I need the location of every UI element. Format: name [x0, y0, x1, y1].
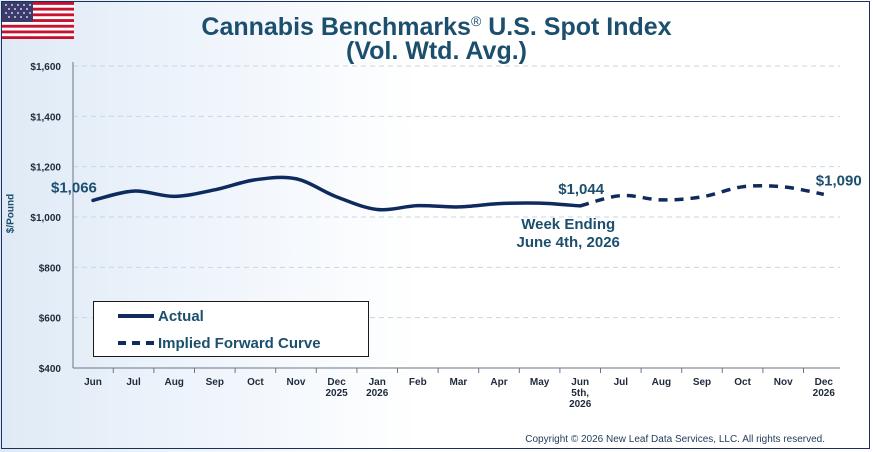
x-tick-label: 2026	[569, 399, 592, 410]
x-tick-label: Nov	[774, 377, 793, 388]
x-tick-label: May	[530, 377, 550, 388]
y-tick-label: $800	[39, 263, 62, 274]
data-label-start: $1,066	[51, 179, 97, 196]
legend-item-forward: Implied Forward Curve	[118, 333, 321, 353]
chart-title-line1: Cannabis Benchmarks® U.S. Spot Index	[0, 6, 873, 42]
chart-title-main: Cannabis Benchmarks	[201, 13, 471, 41]
y-tick-label: $1,400	[30, 112, 61, 123]
registered-mark: ®	[470, 13, 482, 29]
copyright-text: Copyright © 2026 New Leaf Data Services,…	[525, 434, 825, 445]
data-label-end: $1,090	[816, 172, 862, 189]
y-tick-label: $1,200	[30, 163, 61, 174]
x-tick-label: Aug	[164, 377, 183, 388]
legend-label-actual: Actual	[158, 307, 204, 325]
x-tick-label: Aug	[652, 377, 671, 388]
chart-title-line2: (Vol. Wtd. Avg.)	[346, 37, 527, 65]
data-label-latest: $1,044	[558, 181, 605, 198]
x-tick-label: 2026	[813, 388, 836, 399]
x-tick-label: Jun	[84, 377, 102, 388]
x-tick-label: Jun	[571, 377, 589, 388]
y-tick-label: $400	[39, 364, 62, 375]
x-tick-label: Sep	[206, 377, 224, 388]
week-ending-label: Week Ending	[521, 216, 615, 233]
x-tick-label: Feb	[409, 377, 427, 388]
series-forward-curve-line	[579, 183, 825, 208]
x-tick-label: Sep	[693, 377, 711, 388]
y-tick-label: $1,000	[30, 213, 61, 224]
legend-item-actual: Actual	[118, 306, 204, 326]
x-tick-label: 2025	[325, 388, 348, 399]
y-tick-label: $600	[39, 314, 62, 325]
x-tick-label: Oct	[734, 377, 751, 388]
x-tick-label: Oct	[247, 377, 264, 388]
x-tick-label: Apr	[490, 377, 507, 388]
legend-swatch-solid	[118, 314, 154, 318]
chart-legend: Actual Implied Forward Curve	[93, 301, 369, 357]
legend-swatch-dashed	[118, 341, 154, 345]
x-tick-label: Jan	[369, 377, 386, 388]
us-flag-icon	[2, 2, 74, 39]
y-tick-label: $1,600	[30, 62, 61, 73]
x-tick-label: Nov	[287, 377, 306, 388]
week-ending-date: June 4th, 2026	[517, 234, 620, 251]
x-tick-label: Dec	[815, 377, 834, 388]
legend-label-forward: Implied Forward Curve	[158, 334, 321, 352]
x-tick-label: 5th,	[571, 388, 589, 399]
x-tick-label: Mar	[450, 377, 468, 388]
series-actual-line	[91, 175, 582, 212]
x-tick-label: 2026	[366, 388, 389, 399]
x-tick-label: Jul	[614, 377, 629, 388]
x-tick-label: Dec	[327, 377, 346, 388]
chart-title-rest: U.S. Spot Index	[481, 13, 672, 41]
x-tick-label: Jul	[126, 377, 141, 388]
